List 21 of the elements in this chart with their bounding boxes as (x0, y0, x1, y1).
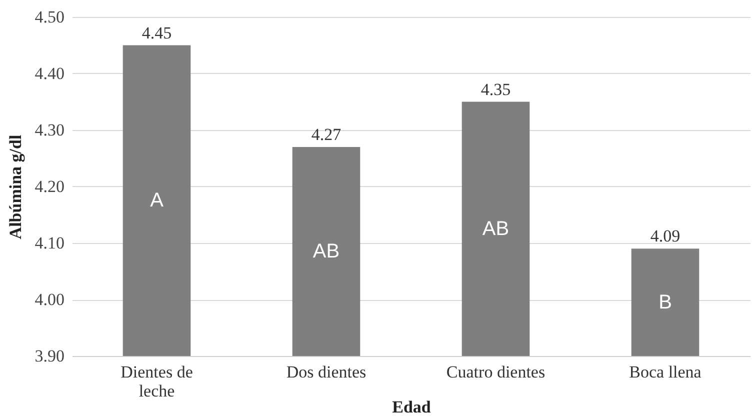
data-label: 4.09 (650, 226, 680, 246)
y-tick-label: 4.20 (34, 177, 64, 196)
y-axis-title: Albúmina g/dl (6, 134, 25, 240)
annotation: AB (312, 240, 340, 262)
y-tick-label: 4.30 (34, 120, 64, 140)
x-tick-label: Dos dientes (286, 362, 366, 382)
data-label: 4.45 (142, 23, 172, 42)
annotation: A (150, 190, 164, 212)
data-label: 4.27 (311, 124, 342, 144)
y-tick-label: 4.00 (34, 290, 64, 309)
y-tick-label: 4.50 (34, 8, 64, 26)
y-tick-label: 4.10 (34, 234, 64, 252)
y-tick-label: 4.40 (34, 64, 64, 83)
x-tick-label: Boca llena (629, 362, 702, 382)
x-tick-label: Dientes de leche (120, 362, 193, 400)
annotation: AB (482, 218, 510, 240)
x-axis-title: Edad (392, 398, 432, 416)
data-label: 4.35 (480, 80, 511, 99)
x-tick-label: Cuatro dientes (446, 362, 546, 382)
y-tick-label: 3.90 (34, 346, 64, 366)
annotation: B (658, 291, 672, 314)
